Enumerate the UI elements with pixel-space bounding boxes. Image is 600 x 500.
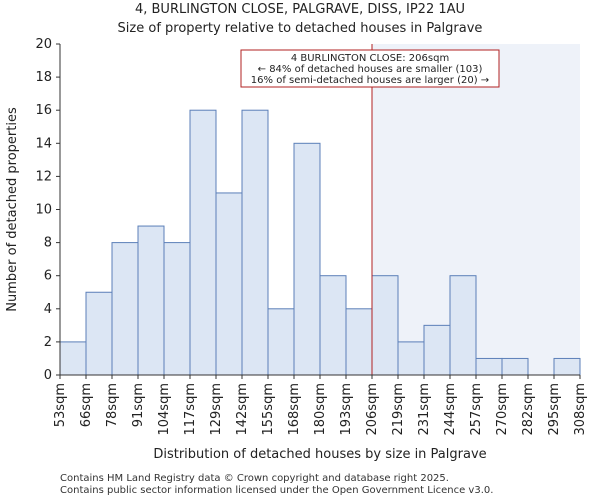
x-tick-label: 295sqm [547, 383, 562, 436]
x-tick-label: 129sqm [209, 383, 224, 436]
annotation-line-2: ← 84% of detached houses are smaller (10… [258, 64, 483, 75]
x-tick-label: 308sqm [573, 383, 588, 436]
x-tick-label: 231sqm [417, 383, 432, 436]
x-tick-label: 155sqm [261, 383, 276, 436]
bar [371, 275, 399, 376]
chart-subtitle: Size of property relative to detached ho… [117, 21, 483, 36]
bar [293, 142, 321, 376]
x-tick-label: 117sqm [183, 383, 198, 436]
bar [553, 357, 581, 376]
y-tick-label: 20 [35, 37, 52, 52]
y-tick-label: 6 [44, 269, 52, 284]
bar [423, 324, 451, 376]
bar [267, 308, 295, 376]
bar [241, 109, 269, 376]
bar [59, 341, 87, 376]
x-tick-label: 257sqm [469, 383, 484, 436]
x-axis-title: Distribution of detached houses by size … [153, 447, 486, 462]
footer-copyright: Contains HM Land Registry data © Crown c… [60, 473, 449, 484]
y-tick-label: 10 [35, 203, 52, 218]
y-tick-label: 2 [44, 335, 52, 350]
x-tick-label: 180sqm [313, 383, 328, 436]
bar [85, 291, 113, 376]
bar [215, 192, 243, 376]
x-tick-label: 168sqm [287, 383, 302, 436]
annotation-line-3: 16% of semi-detached houses are larger (… [251, 75, 489, 86]
y-axis-title: Number of detached properties [5, 107, 20, 312]
y-tick-label: 0 [44, 368, 52, 383]
bar [449, 275, 477, 376]
bar [501, 357, 529, 376]
x-tick-label: 104sqm [157, 383, 172, 436]
x-tick-label: 142sqm [235, 383, 250, 436]
bar [397, 341, 425, 376]
x-tick-label: 219sqm [391, 383, 406, 436]
y-tick-label: 14 [35, 136, 52, 151]
footer-licence: Contains public sector information licen… [60, 485, 494, 496]
x-tick-label: 66sqm [79, 383, 94, 427]
x-tick-label: 282sqm [521, 383, 536, 436]
annotation-line-1: 4 BURLINGTON CLOSE: 206sqm [291, 53, 449, 64]
bar [475, 357, 503, 376]
x-tick-label: 206sqm [365, 383, 380, 436]
x-tick-label: 91sqm [131, 383, 146, 427]
y-tick-label: 16 [35, 103, 52, 118]
y-tick-label: 4 [44, 302, 52, 317]
bar [345, 308, 373, 376]
bar [319, 275, 347, 376]
y-tick-label: 12 [35, 169, 52, 184]
x-tick-label: 244sqm [443, 383, 458, 436]
annotation-box [240, 49, 500, 88]
bar [163, 242, 191, 376]
y-tick-label: 18 [35, 70, 52, 85]
x-tick-label: 193sqm [339, 383, 354, 436]
chart-title: 4, BURLINGTON CLOSE, PALGRAVE, DISS, IP2… [134, 2, 466, 17]
bar [189, 109, 217, 376]
x-tick-label: 53sqm [53, 383, 68, 427]
bar [137, 225, 165, 376]
x-tick-label: 270sqm [495, 383, 510, 436]
bar [111, 242, 139, 376]
x-tick-label: 78sqm [105, 383, 120, 427]
y-tick-label: 8 [44, 236, 52, 251]
